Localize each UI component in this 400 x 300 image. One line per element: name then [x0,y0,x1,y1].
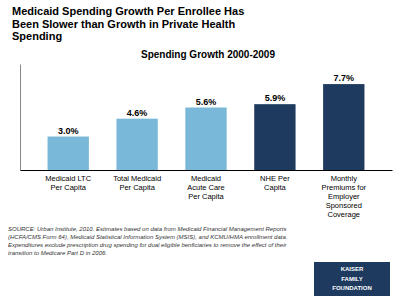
chart: Medicaid Spending Growth Per Enrollee Ha… [0,0,400,300]
data-label: 5.6% [196,97,217,107]
data-label: 5.9% [265,93,286,103]
y-axis-line [20,65,21,171]
logo [314,262,390,296]
text-line: Medicaid Spending Growth Per Enrollee Ha… [12,5,244,17]
x-tick: MedicaidAcute CarePer Capita [187,174,225,201]
subtitle: Spending Growth 2000-2009 [141,49,275,60]
data-label: 7.7% [334,73,355,83]
title: Medicaid Spending Growth Per Enrollee Ha… [12,5,244,42]
x-tick-label: MedicaidAcute CarePer Capita [187,174,225,201]
logo-text: FOUNDATION [332,285,372,291]
text-line: SOURCE: Urban Institute, 2010. Estimates… [8,226,286,232]
x-tick-label: Medicaid LTCPer Capita [45,174,91,192]
bar [254,104,295,170]
text-line: Medicaid [191,174,221,183]
text-line: Per Capita [119,183,155,192]
text-line: Spending [12,30,62,42]
text-line: Per Capita [51,183,87,192]
bar [185,108,226,170]
text-line: Expenditures exclude prescription drug s… [8,242,287,248]
data-label: 3.0% [58,126,79,136]
text-line: (HCFA/CMS Form 64), Medicaid Statistical… [8,234,287,240]
text-line: Monthly [331,174,358,183]
x-tick: Total MedicaidPer Capita [113,174,161,192]
x-axis: Medicaid LTCPer CapitaTotal MedicaidPer … [21,171,393,219]
text-line: Capita [264,183,287,192]
x-tick: Medicaid LTCPer Capita [45,174,91,192]
source-note: SOURCE: Urban Institute, 2010. Estimates… [8,226,287,255]
y-axis [20,65,21,171]
plot-area [48,84,365,170]
x-tick-label: MonthlyPremiums forEmployerSponsoredCove… [321,174,366,219]
text-line: Employer [328,192,360,201]
logo-text: KAISER [341,266,364,272]
text-line: Total Medicaid [113,174,161,183]
logo-text: FAMILY [341,276,362,282]
bar [48,137,89,170]
x-tick-label: NHE PerCapita [260,174,290,192]
bar [116,119,157,170]
text-line: Been Slower than Growth in Private Healt… [12,18,235,30]
text-line: Premiums for [321,183,366,192]
text-line: Coverage [328,210,361,219]
x-tick: MonthlyPremiums forEmployerSponsoredCove… [321,174,366,219]
x-axis-line [21,170,393,171]
bar [323,84,364,170]
text-line: Sponsored [326,201,362,210]
text-line: Acute Care [187,183,225,192]
text-line: transition to Medicare Part D in 2006. [8,250,107,256]
x-tick: NHE PerCapita [260,174,290,192]
text-line: NHE Per [260,174,290,183]
text-line: Medicaid LTC [45,174,91,183]
data-labels: 3.0% 4.6% 5.6% 5.9% 7.7% [58,73,354,135]
text-line: Per Capita [188,192,224,201]
x-tick-label: Total MedicaidPer Capita [113,174,161,192]
data-label: 4.6% [127,108,148,118]
